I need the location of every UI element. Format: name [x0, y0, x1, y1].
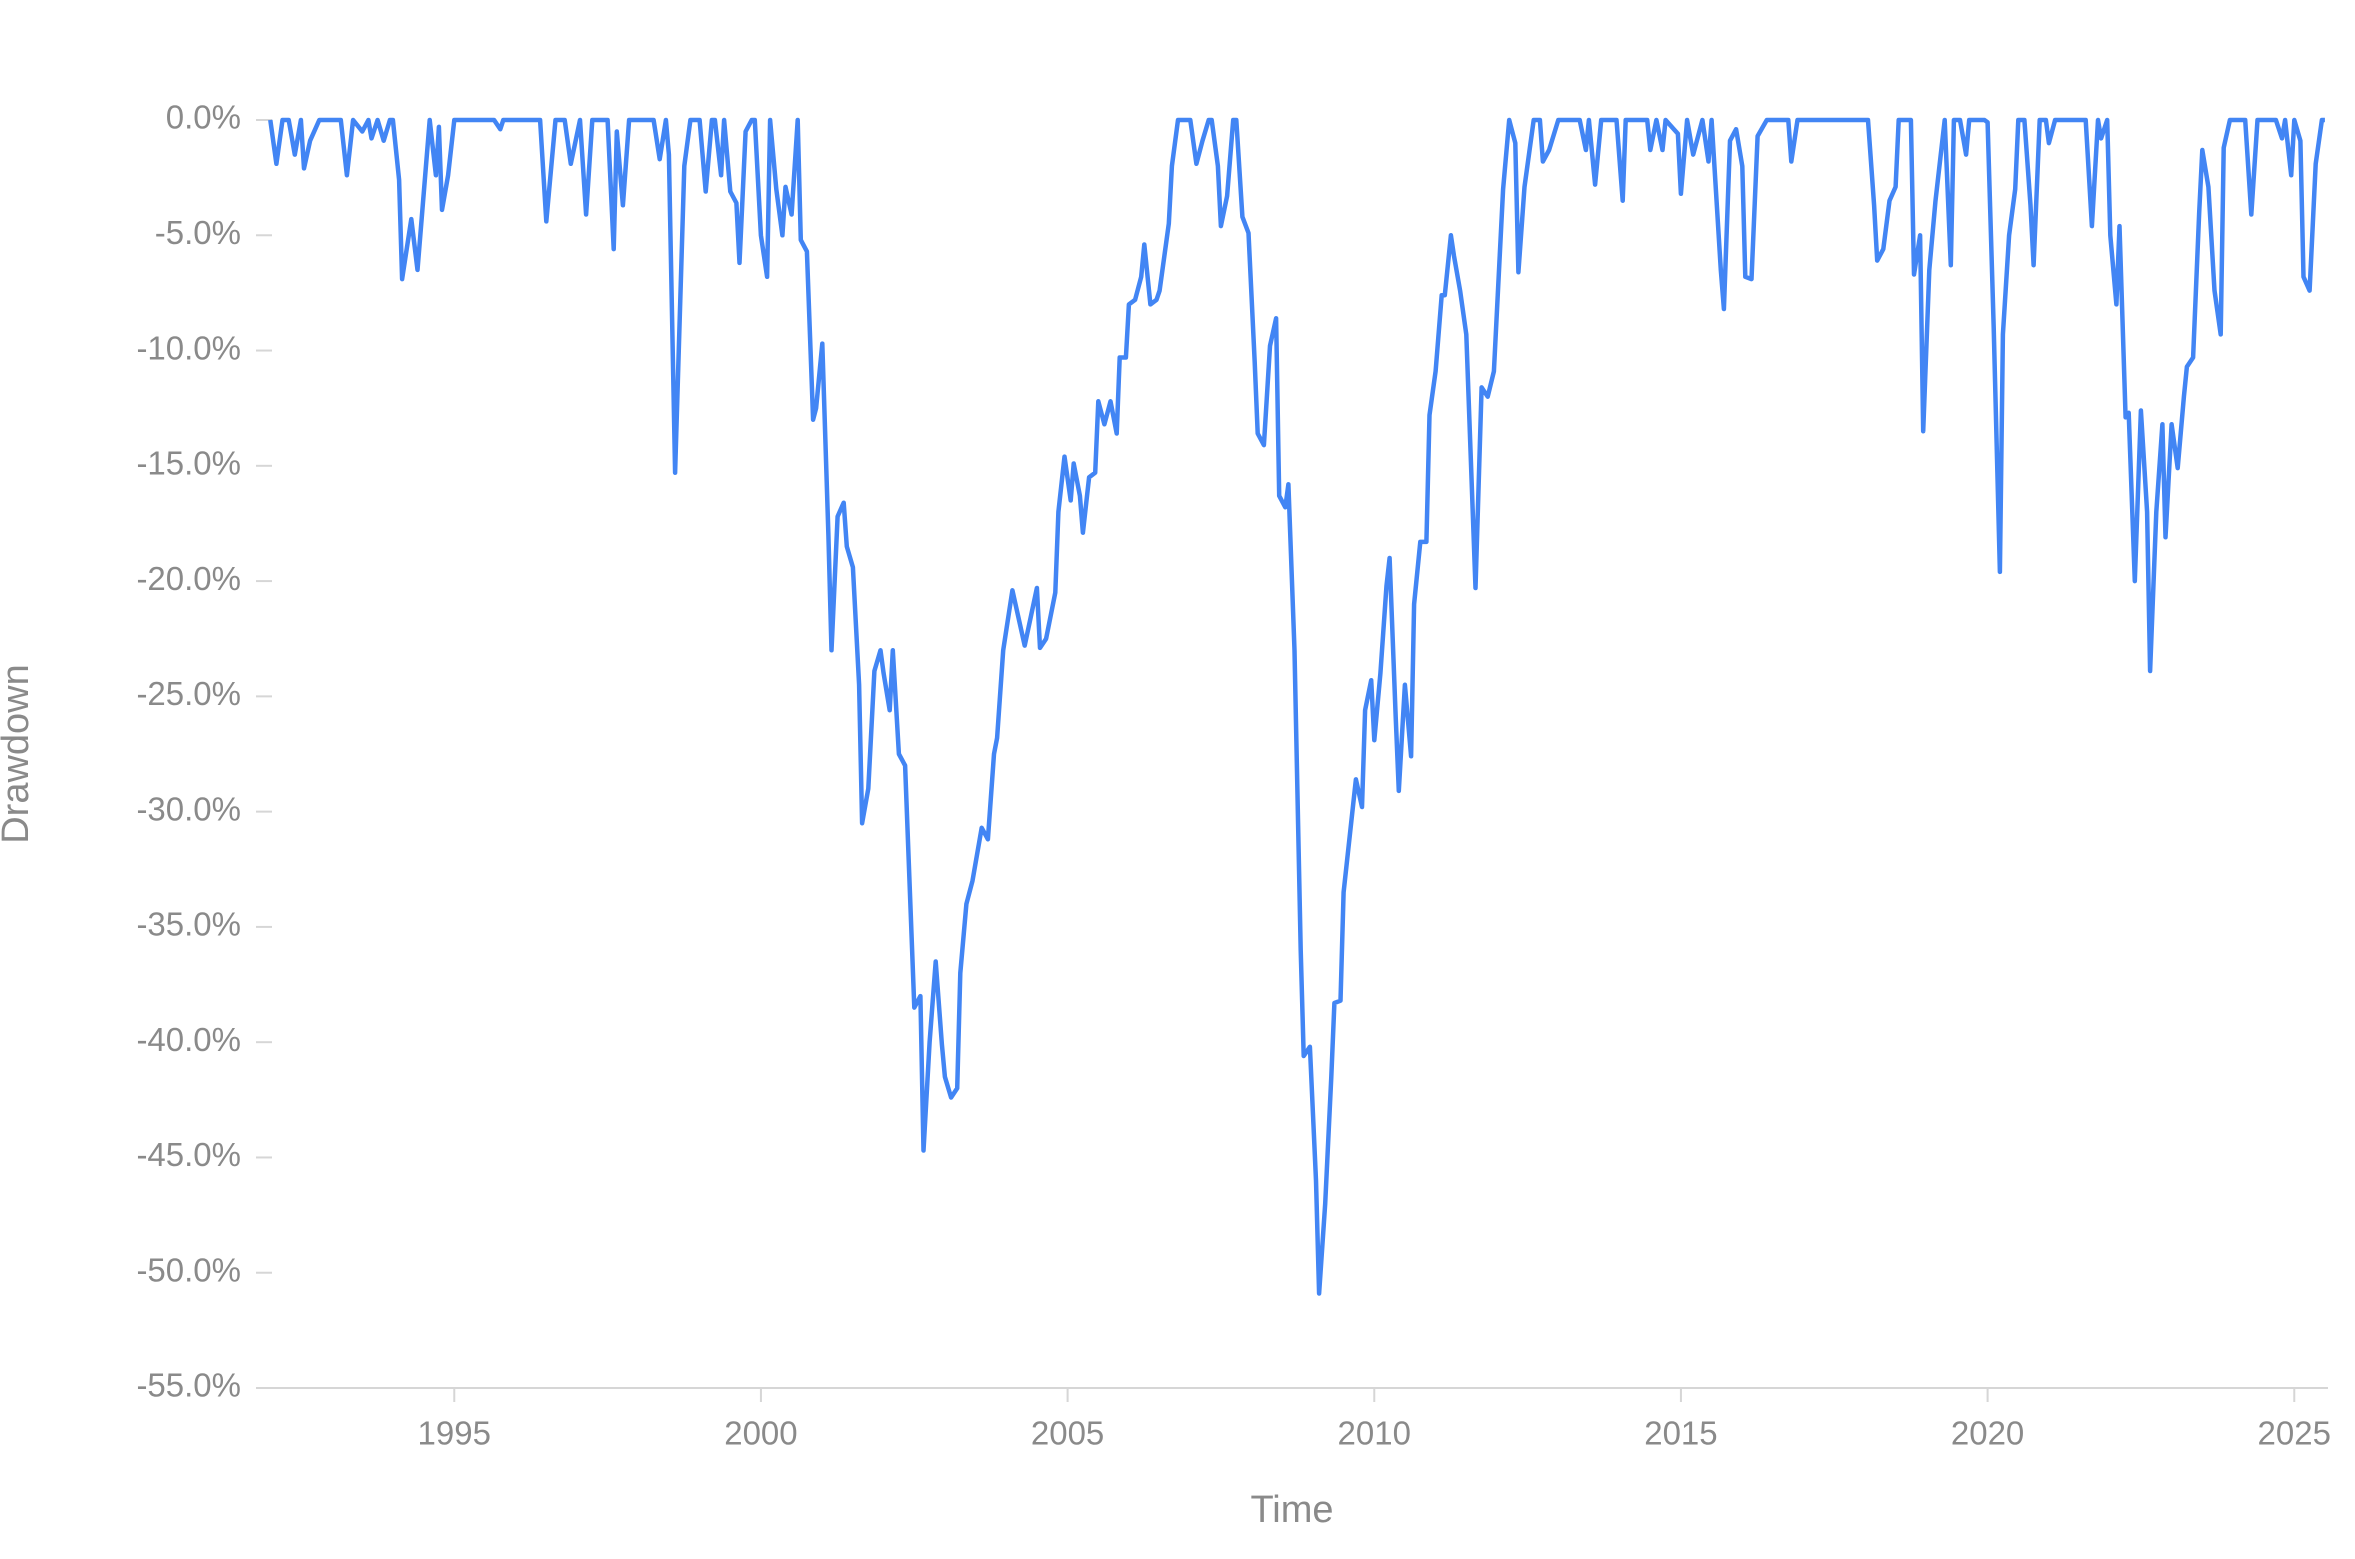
x-tick-label: 1995 [418, 1415, 491, 1452]
y-tick-label: -5.0% [155, 214, 241, 251]
y-tick-label: -55.0% [136, 1367, 241, 1404]
y-tick-label: -40.0% [136, 1021, 241, 1058]
y-tick-label: -50.0% [136, 1251, 241, 1288]
x-tick-label: 2020 [1951, 1415, 2024, 1452]
y-tick-label: -25.0% [136, 675, 241, 712]
x-tick-label: 2025 [2258, 1415, 2331, 1452]
y-tick-label: -20.0% [136, 560, 241, 597]
y-tick-label: -45.0% [136, 1136, 241, 1173]
y-tick-label: -15.0% [136, 445, 241, 482]
y-tick-label: 0.0% [166, 99, 241, 136]
drawdown-line [268, 117, 2325, 1296]
y-axis-title: Drawdown [0, 664, 37, 844]
y-tick-label: -30.0% [136, 790, 241, 827]
x-tick-label: 2010 [1338, 1415, 1411, 1452]
x-tick-label: 2015 [1644, 1415, 1717, 1452]
x-tick-label: 2005 [1031, 1415, 1104, 1452]
y-tick-label: -35.0% [136, 906, 241, 943]
y-tick-label: -10.0% [136, 329, 241, 366]
x-axis-title: Time [1250, 1489, 1333, 1531]
x-tick-label: 2000 [724, 1415, 797, 1452]
